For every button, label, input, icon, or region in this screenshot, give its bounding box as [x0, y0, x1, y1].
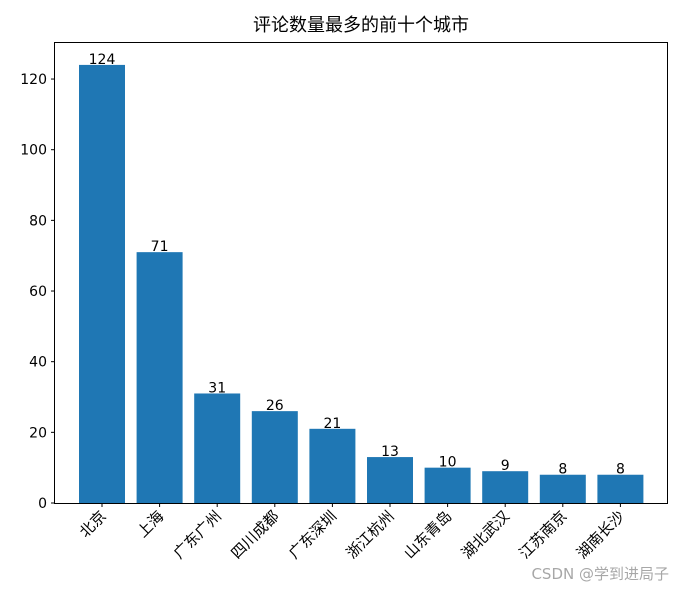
x-tick-label: 江苏南京 — [515, 507, 570, 562]
watermark: CSDN @学到进局子 — [531, 565, 669, 583]
y-axis: 0 20 40 60 80 100 120 — [20, 72, 55, 512]
bar-value-label: 31 — [208, 380, 226, 396]
y-tick-label: 80 — [29, 213, 47, 229]
bar — [79, 64, 125, 504]
y-tick-label: 40 — [29, 355, 47, 371]
plot-frame — [54, 42, 668, 504]
bar — [597, 474, 644, 503]
y-tick-label: 0 — [38, 496, 47, 512]
bar — [194, 393, 241, 503]
bar — [309, 428, 356, 503]
y-tick-label: 100 — [20, 143, 47, 159]
bars-group — [79, 64, 644, 504]
bar — [424, 467, 471, 503]
bar-value-label: 21 — [323, 416, 341, 432]
x-tick-label: 湖南长沙 — [573, 507, 628, 562]
x-tick-label: 浙江杭州 — [343, 507, 398, 562]
bar-value-label: 8 — [616, 462, 625, 478]
bar-value-label: 9 — [501, 458, 510, 474]
x-tick-label: 四川成都 — [227, 507, 282, 562]
x-tick-label: 湖北武汉 — [458, 507, 513, 562]
bar-value-label: 13 — [381, 444, 399, 460]
x-axis: 北京 上海 广东广州 四川成都 广东深圳 浙江杭州 山东青岛 湖北武汉 江苏南京 湖南长沙 — [76, 503, 628, 562]
bar — [539, 474, 586, 503]
y-tick-label: 120 — [20, 72, 47, 88]
bar — [136, 252, 183, 503]
bar-value-label: 71 — [151, 239, 169, 255]
x-tick-label: 北京 — [76, 507, 110, 541]
x-tick-label: 上海 — [133, 507, 167, 541]
bar-value-label: 10 — [439, 455, 457, 471]
y-tick-label: 20 — [29, 425, 47, 441]
x-tick-label: 广东广州 — [170, 507, 225, 562]
bar-value-label: 8 — [558, 462, 567, 478]
y-tick-label: 60 — [29, 284, 47, 300]
x-tick-label: 广东深圳 — [285, 507, 340, 562]
x-tick-label: 山东青岛 — [400, 507, 455, 562]
bar — [251, 411, 298, 503]
chart-title: 评论数量最多的前十个城市 — [253, 15, 469, 36]
bar-value-label: 26 — [266, 398, 284, 414]
bar — [367, 457, 413, 503]
bar-labels-group: 124 71 31 26 21 13 10 9 8 8 — [89, 52, 625, 478]
bar — [482, 471, 529, 503]
bar-value-label: 124 — [89, 52, 116, 68]
